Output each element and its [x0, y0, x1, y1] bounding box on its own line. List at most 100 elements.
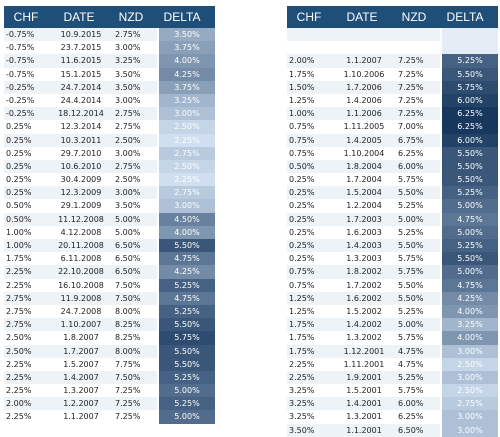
chf-cell: 2.75%	[4, 291, 50, 305]
header-date: DATE	[63, 10, 95, 24]
rate-table-right: CHF DATE NZD DELTA 2.00% 1.1.2007 7.25% 5.2…	[287, 6, 498, 437]
chf-cell: 0.25%	[4, 133, 50, 147]
date-cell: 1.7.2003	[333, 212, 395, 226]
nzd-cell: 5.50%	[395, 239, 440, 253]
table-row: 2.50% 1.8.2007 8.25% 5.75%	[4, 331, 215, 345]
date-cell: 20.11.2008	[50, 239, 112, 253]
delta-cell: 3.25%	[159, 93, 215, 108]
date-cell: 11.6.2015	[50, 54, 112, 68]
date-cell: 1.8.2002	[333, 265, 395, 279]
nzd-cell: 7.25%	[395, 54, 440, 68]
nzd-cell: 2.75%	[112, 28, 157, 42]
date-cell: 1.12.2001	[333, 344, 395, 358]
chf-cell: 1.00%	[287, 107, 333, 121]
date-cell: 1.4.2003	[333, 239, 395, 253]
chf-cell: -0.25%	[4, 93, 50, 108]
delta-cell: 5.25%	[159, 304, 215, 319]
nzd-cell: 7.25%	[395, 93, 440, 108]
date-cell: 1.11.2005	[333, 120, 395, 134]
nzd-cell: 7.00%	[395, 120, 440, 134]
delta-cell: 4.00%	[442, 304, 498, 319]
chf-cell: 2.25%	[4, 278, 50, 292]
chf-cell: 0.25%	[4, 173, 50, 187]
table-row: 0.25% 1.5.2004 5.50% 5.25%	[287, 186, 498, 200]
chf-cell: 1.75%	[287, 344, 333, 358]
delta-cell: 5.50%	[442, 159, 498, 174]
date-cell: 1.10.2007	[50, 318, 112, 332]
date-cell: 16.10.2008	[50, 278, 112, 292]
chf-cell: 0.25%	[287, 252, 333, 266]
header-chf: CHF	[296, 10, 322, 24]
table-row: 0.25% 12.3.2009 3.00% 2.75%	[4, 186, 215, 200]
date-cell: 1.5.2007	[50, 357, 112, 371]
delta-cell: 2.75%	[159, 186, 215, 200]
table-row: 2.25% 16.10.2008 7.50% 5.25%	[4, 278, 215, 292]
delta-cell	[442, 41, 498, 55]
table-header: CHF DATE NZD DELTA	[4, 6, 215, 28]
table-row: 1.00% 4.12.2008 5.00% 4.00%	[4, 225, 215, 239]
delta-cell: 6.25%	[442, 120, 498, 134]
table-row: 0.25% 30.4.2009 2.50% 2.25%	[4, 173, 215, 187]
table-row	[287, 28, 498, 42]
table-row: 0.25% 10.3.2011 2.50% 2.25%	[4, 133, 215, 147]
delta-cell: 5.00%	[442, 225, 498, 239]
table-row: 2.25% 1.4.2007 7.50% 5.25%	[4, 370, 215, 385]
table-row: -0.75% 23.7.2015 3.00% 3.75%	[4, 41, 215, 55]
date-cell: 1.3.2003	[333, 252, 395, 266]
chf-cell: 2.25%	[4, 357, 50, 371]
table-row: 2.00% 1.1.2007 7.25% 5.25%	[287, 54, 498, 68]
date-cell: 1.1.2007	[333, 54, 395, 68]
nzd-cell: 5.50%	[395, 278, 440, 292]
table-row: 3.25% 1.5.2001 5.75% 2.50%	[287, 384, 498, 398]
date-cell: 1.1.2001	[333, 423, 395, 437]
nzd-cell: 7.50%	[112, 278, 157, 292]
table-row: 0.75% 1.4.2005 6.75% 6.00%	[287, 133, 498, 147]
table-row: 1.25% 1.5.2002 5.25% 4.00%	[287, 304, 498, 319]
table-row: 3.25% 1.3.2001 6.25% 3.00%	[287, 410, 498, 424]
delta-cell: 5.50%	[442, 146, 498, 160]
chf-cell: 1.25%	[287, 93, 333, 108]
delta-cell: 5.25%	[159, 397, 215, 411]
delta-cell: 4.75%	[442, 278, 498, 292]
table-row: 2.25% 22.10.2008 6.50% 4.25%	[4, 265, 215, 279]
delta-cell: 5.50%	[159, 239, 215, 253]
chf-cell: 0.25%	[287, 173, 333, 187]
nzd-cell: 3.00%	[112, 146, 157, 160]
table-row: 0.25% 1.4.2003 5.50% 5.25%	[287, 239, 498, 253]
table-row: 1.25% 1.6.2002 5.50% 4.25%	[287, 291, 498, 305]
nzd-cell: 7.25%	[395, 107, 440, 121]
table-row: 0.50% 1.8.2004 6.00% 5.50%	[287, 159, 498, 174]
date-cell: 10.3.2011	[50, 133, 112, 147]
date-cell: 1.8.2004	[333, 159, 395, 174]
nzd-cell: 7.50%	[112, 291, 157, 305]
table-row: -0.25% 18.12.2014 2.75% 3.00%	[4, 107, 215, 121]
date-cell: 1.4.2007	[50, 370, 112, 385]
table-row: 0.75% 1.11.2005 7.00% 6.25%	[287, 120, 498, 134]
date-cell: 10.6.2010	[50, 159, 112, 174]
date-cell: 1.9.2001	[333, 370, 395, 385]
nzd-cell: 5.25%	[395, 370, 440, 385]
nzd-cell: 5.00%	[395, 212, 440, 226]
date-cell: 1.11.2001	[333, 357, 395, 371]
date-cell: 29.1.2009	[50, 199, 112, 213]
chf-cell: 0.75%	[287, 133, 333, 147]
table-row: 3.25% 1.4.2001 6.00% 2.75%	[287, 397, 498, 411]
delta-cell: 5.50%	[442, 252, 498, 266]
nzd-cell: 8.25%	[112, 331, 157, 345]
nzd-cell: 5.25%	[395, 199, 440, 213]
nzd-cell: 5.50%	[395, 186, 440, 200]
chf-cell: 2.25%	[287, 357, 333, 371]
chf-cell: -0.75%	[4, 54, 50, 68]
nzd-cell	[395, 41, 440, 55]
date-cell: 6.11.2008	[50, 252, 112, 266]
chf-cell: 0.50%	[287, 159, 333, 174]
delta-cell: 4.00%	[159, 225, 215, 239]
date-cell: 1.3.2001	[333, 410, 395, 424]
date-cell: 10.9.2015	[50, 28, 112, 42]
delta-cell: 2.50%	[159, 159, 215, 174]
nzd-cell: 6.25%	[395, 410, 440, 424]
table-row: 1.75% 1.3.2002 5.75% 4.00%	[287, 331, 498, 345]
nzd-cell: 5.00%	[112, 225, 157, 239]
nzd-cell: 5.75%	[395, 252, 440, 266]
date-cell: 11.9.2008	[50, 291, 112, 305]
